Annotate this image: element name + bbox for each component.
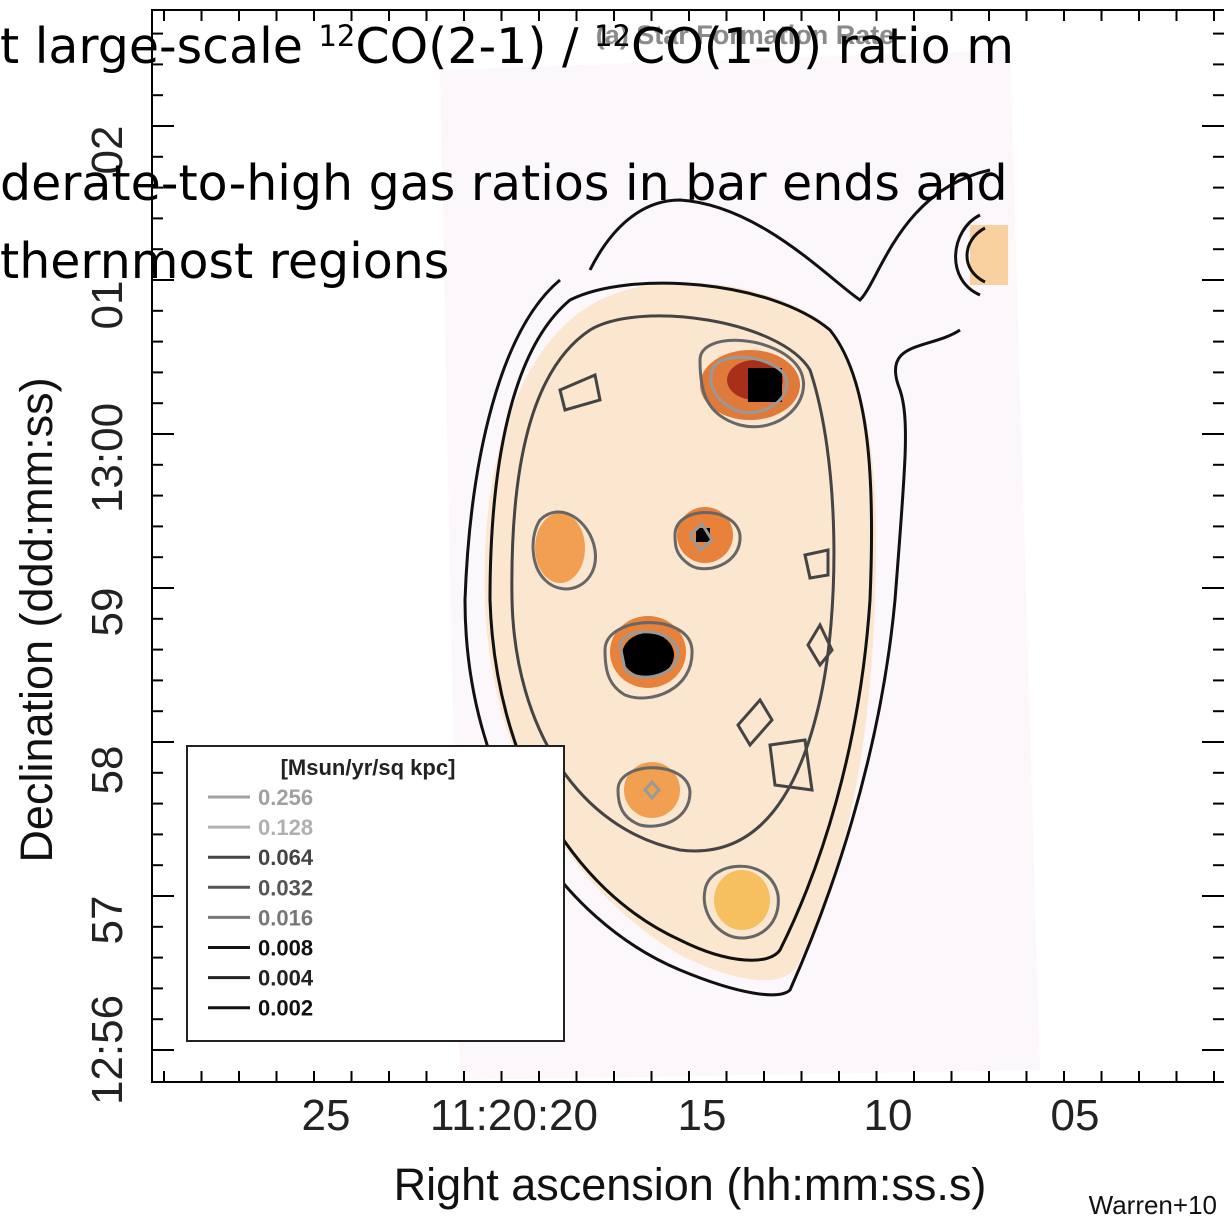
legend-label: 0.128 — [258, 815, 313, 840]
legend-label: 0.064 — [258, 845, 314, 870]
legend-label: 0.004 — [258, 966, 314, 991]
y-tick-label: 13:00 — [83, 403, 132, 513]
y-tick-label: 58 — [83, 746, 132, 795]
slide-text-run: thernmost regions — [0, 233, 449, 290]
legend-label: 0.016 — [258, 905, 313, 930]
slide-line: thernmost regions — [0, 233, 449, 290]
y-tick-label: 12:56 — [83, 995, 132, 1105]
legend-header: [Msun/yr/sq kpc] — [281, 755, 456, 780]
y-tick-label: 57 — [83, 896, 132, 945]
credit: Warren+10 — [1089, 1190, 1217, 1218]
x-tick-label: 11:20:20 — [430, 1091, 598, 1140]
slide-text-run: t large-scale — [0, 18, 318, 75]
legend-label: 0.256 — [258, 785, 313, 810]
body: (a) Star Formation Rate 2511:20:20151005… — [0, 0, 1224, 1218]
legend-label: 0.032 — [258, 875, 313, 900]
slide-line: t large-scale 12CO(2-1) / 12CO(1-0) rati… — [0, 18, 1014, 75]
hotspot — [714, 870, 770, 930]
hotspot — [535, 513, 585, 583]
legend: [Msun/yr/sq kpc] 0.256 0.128 0.064 0.032 0.0… — [187, 746, 564, 1041]
hotspot-core — [748, 368, 782, 402]
slide-line: derate-to-high gas ratios in bar ends an… — [0, 155, 1008, 212]
x-tick-label: 10 — [864, 1091, 913, 1140]
y-axis-label: Declination (ddd:mm:ss) — [11, 377, 62, 862]
slide-text-run: CO(2-1) / — [355, 18, 594, 75]
figure: (a) Star Formation Rate 2511:20:20151005… — [0, 0, 1224, 1218]
legend-label: 0.002 — [258, 996, 313, 1021]
x-tick-label: 25 — [302, 1091, 351, 1140]
slide-text-run: derate-to-high gas ratios in bar ends an… — [0, 155, 1008, 212]
superscript: 12 — [318, 19, 355, 53]
slide-text-run: CO(1-0) ratio m — [631, 18, 1014, 75]
legend-label: 0.008 — [258, 936, 313, 961]
y-tick-label: 59 — [83, 588, 132, 637]
legend-box — [187, 746, 564, 1041]
x-axis-label: Right ascension (hh:mm:ss.s) — [394, 1159, 987, 1210]
superscript: 12 — [594, 19, 631, 53]
x-tick-label: 15 — [678, 1091, 727, 1140]
x-tick-label: 05 — [1051, 1091, 1100, 1140]
page: {"slide": {"lines": [ ["t large-scale ",… — [0, 0, 1224, 1218]
